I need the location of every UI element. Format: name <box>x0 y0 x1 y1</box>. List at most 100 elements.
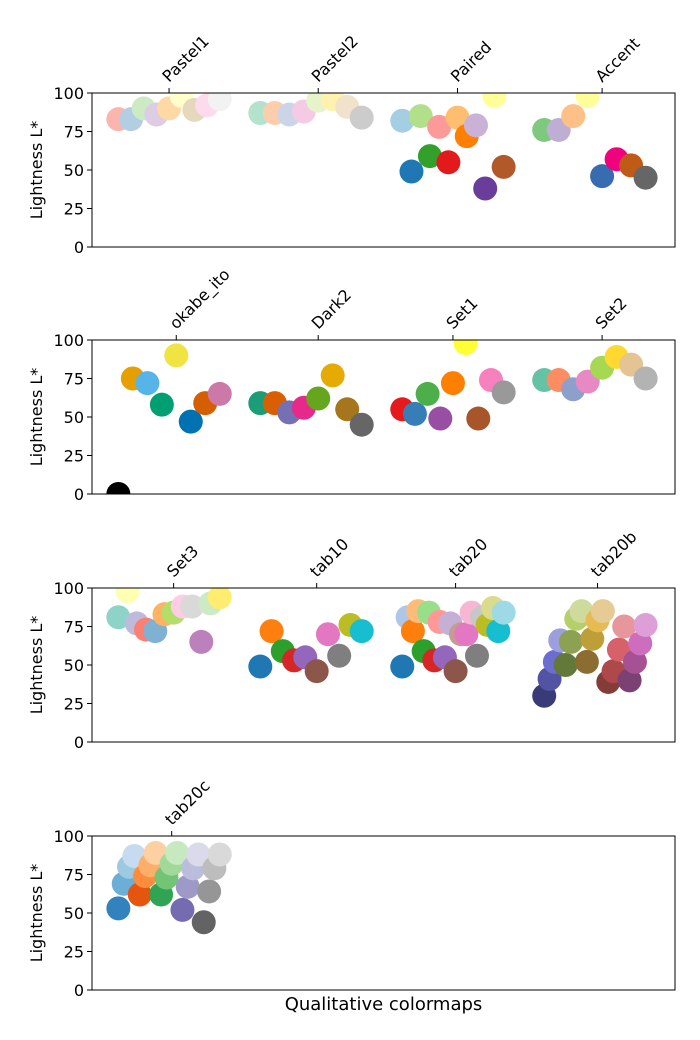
point <box>561 104 586 129</box>
point <box>207 381 232 406</box>
point <box>428 406 453 431</box>
point <box>402 401 427 426</box>
point <box>436 150 461 175</box>
point <box>417 144 442 169</box>
y-tick-label: 75 <box>64 866 84 885</box>
point <box>106 605 131 630</box>
point <box>590 164 615 189</box>
x-tick-label: Set3 <box>163 542 202 581</box>
plot-area <box>106 93 658 201</box>
x-tick-label: Set2 <box>591 294 630 333</box>
point <box>349 105 374 130</box>
x-tick-label: tab10 <box>306 534 352 580</box>
point <box>197 879 222 904</box>
point <box>191 910 216 935</box>
point <box>453 340 478 356</box>
point <box>304 659 329 684</box>
point <box>575 93 600 109</box>
point <box>106 896 131 921</box>
y-tick-label: 0 <box>74 238 84 257</box>
point <box>349 619 374 644</box>
y-tick-label: 25 <box>64 447 84 466</box>
point <box>248 654 273 679</box>
point <box>612 614 637 639</box>
point <box>327 643 352 668</box>
point <box>427 114 452 139</box>
point <box>491 380 516 405</box>
point <box>390 108 415 133</box>
point <box>115 588 140 604</box>
point <box>320 363 345 388</box>
point <box>574 649 599 674</box>
point <box>445 105 470 130</box>
y-tick-label: 100 <box>53 579 84 598</box>
x-tick-label: Pastel1 <box>158 32 212 86</box>
point <box>628 631 653 656</box>
point <box>590 599 615 624</box>
point <box>491 600 516 625</box>
point <box>622 649 647 674</box>
plot-area <box>106 588 658 708</box>
y-tick-label: 0 <box>74 981 84 1000</box>
point <box>106 482 131 494</box>
point <box>207 842 232 867</box>
point <box>186 842 211 867</box>
point <box>633 612 658 637</box>
x-tick-label: Dark2 <box>308 285 355 332</box>
y-tick-label: 50 <box>64 656 84 675</box>
point <box>463 113 488 138</box>
y-axis-label: Lightness L* <box>27 121 46 220</box>
y-tick-label: 50 <box>64 904 84 923</box>
y-tick-label: 100 <box>53 84 84 103</box>
point <box>207 93 232 112</box>
point <box>491 154 516 179</box>
point <box>617 668 642 693</box>
point <box>170 897 195 922</box>
y-tick-label: 75 <box>64 123 84 142</box>
point <box>165 840 190 865</box>
point <box>415 381 440 406</box>
x-tick-label: tab20b <box>587 527 641 581</box>
y-tick-label: 100 <box>53 827 84 846</box>
point <box>207 588 232 610</box>
point <box>482 93 507 109</box>
point <box>315 622 340 647</box>
point <box>486 619 511 644</box>
point <box>553 653 578 677</box>
y-axis-label: Lightness L* <box>27 368 46 467</box>
y-tick-label: 50 <box>64 408 84 427</box>
point <box>633 165 658 190</box>
point <box>440 371 465 396</box>
point <box>335 397 360 422</box>
y-tick-label: 50 <box>64 161 84 180</box>
plot-area <box>106 840 232 935</box>
point <box>558 629 583 654</box>
point <box>390 654 415 679</box>
point <box>175 874 200 899</box>
point <box>633 366 658 391</box>
y-tick-label: 0 <box>74 733 84 752</box>
x-tick-label: okabe_ito <box>166 265 235 334</box>
point <box>408 104 433 129</box>
point <box>164 343 189 368</box>
point <box>259 619 284 644</box>
point <box>306 386 331 411</box>
point <box>400 619 425 644</box>
point <box>189 629 214 654</box>
x-tick-label: Paired <box>447 37 495 85</box>
plot-area <box>106 340 658 494</box>
x-tick-label: Pastel2 <box>308 32 362 86</box>
y-tick-label: 75 <box>64 370 84 389</box>
point <box>149 392 174 417</box>
y-tick-label: 25 <box>64 200 84 219</box>
y-axis-label: Lightness L* <box>27 864 46 963</box>
point <box>454 622 479 647</box>
point <box>178 409 203 434</box>
y-axis-label: Lightness L* <box>27 616 46 715</box>
point <box>399 159 424 184</box>
x-tick-label: Accent <box>591 34 643 86</box>
point <box>135 371 160 396</box>
point <box>180 594 205 619</box>
point <box>127 882 152 907</box>
